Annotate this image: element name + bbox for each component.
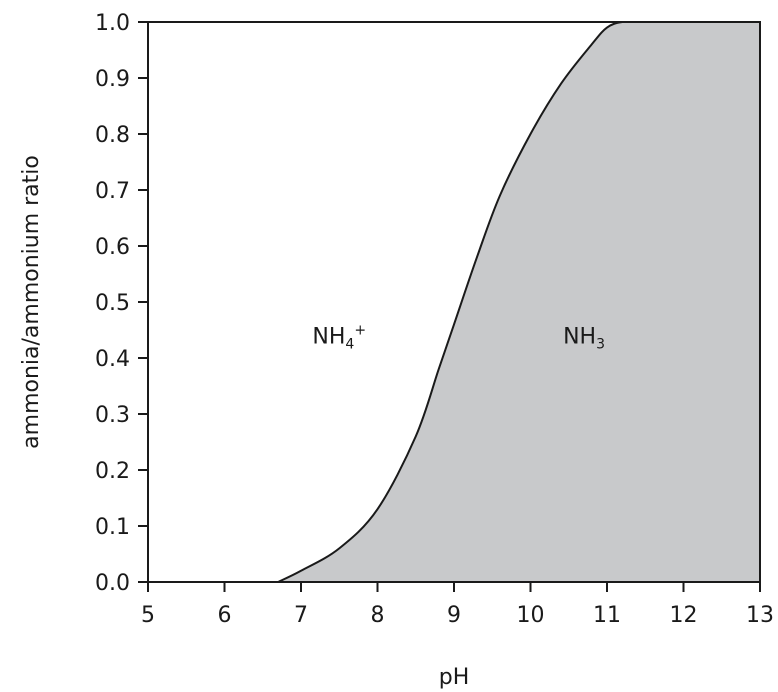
x-tick-label: 6 bbox=[218, 603, 232, 628]
nh3-shaded-area bbox=[278, 22, 760, 582]
y-tick-label: 0.1 bbox=[95, 515, 130, 540]
x-tick-label: 10 bbox=[517, 603, 545, 628]
x-tick-label: 13 bbox=[746, 603, 774, 628]
x-tick-label: 11 bbox=[593, 603, 621, 628]
y-tick-label: 0.2 bbox=[95, 459, 130, 484]
y-tick-label: 0.4 bbox=[95, 347, 130, 372]
nh4-region-label: NH4+ bbox=[312, 323, 366, 353]
plot-area bbox=[147, 20, 761, 583]
y-tick-label: 0.0 bbox=[95, 571, 130, 596]
y-tick-label: 1.0 bbox=[95, 11, 130, 36]
x-axis-title: pH bbox=[439, 665, 470, 690]
y-axis-title: ammonia/ammonium ratio bbox=[19, 155, 44, 449]
y-tick-label: 0.3 bbox=[95, 403, 130, 428]
x-axis: 5 6 7 8 9 10 11 12 13 bbox=[141, 582, 774, 628]
y-tick-label: 0.8 bbox=[95, 123, 130, 148]
x-tick-label: 9 bbox=[447, 603, 461, 628]
y-tick-label: 0.5 bbox=[95, 291, 130, 316]
nh3-region-label: NH3 bbox=[563, 325, 605, 353]
x-tick-label: 12 bbox=[670, 603, 698, 628]
x-tick-label: 7 bbox=[294, 603, 308, 628]
y-tick-label: 0.6 bbox=[95, 235, 130, 260]
region-labels: NH4+ NH3 bbox=[312, 323, 605, 353]
x-tick-label: 5 bbox=[141, 603, 155, 628]
y-axis: 0.0 0.1 0.2 0.3 0.4 0.5 0.6 0.7 0.8 0.9 1.0 bbox=[95, 11, 148, 596]
y-tick-label: 0.7 bbox=[95, 179, 130, 204]
x-tick-label: 8 bbox=[371, 603, 385, 628]
y-tick-label: 0.9 bbox=[95, 67, 130, 92]
